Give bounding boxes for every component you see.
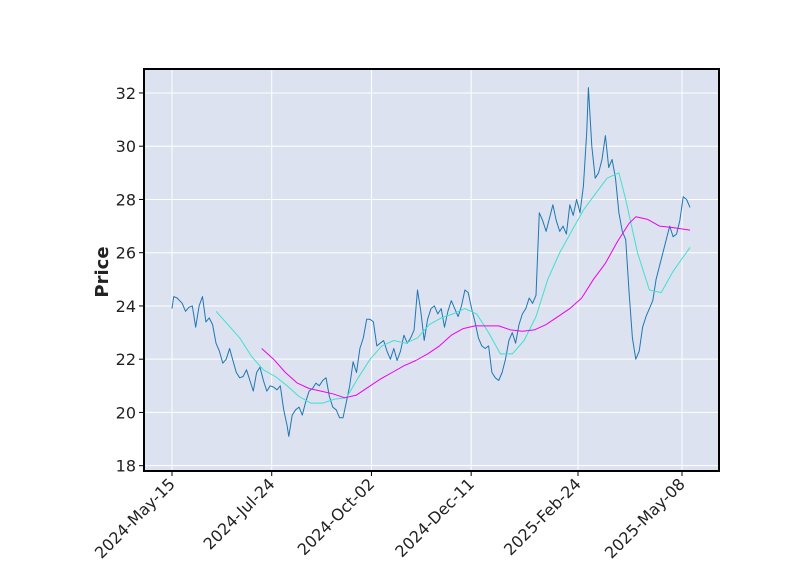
- y-tick-label: 26: [116, 244, 136, 263]
- plot-background: [144, 69, 719, 471]
- y-axis-ticks: 18 20 22 24 26 28 30 32: [116, 84, 144, 476]
- plot-frame: [143, 68, 720, 472]
- series-line-ma_long: [261, 216, 691, 399]
- series-line-ma_short: [215, 172, 691, 404]
- x-axis-ticks: 2024-May-15 2024-Jul-24 2024-Oct-02 2024-De…: [91, 471, 689, 562]
- series-line-close: [171, 87, 691, 437]
- series-lines: [171, 87, 691, 437]
- x-tick-label: 2025-May-08: [601, 474, 689, 562]
- x-tick-label: 2024-May-15: [91, 474, 179, 562]
- y-tick-label: 18: [116, 457, 136, 476]
- y-tick-label: 20: [116, 403, 136, 422]
- x-tick-label: 2024-Oct-02: [294, 474, 379, 559]
- x-tick-label: 2024-Jul-24: [199, 474, 278, 553]
- x-tick-label: 2025-Feb-24: [500, 474, 585, 559]
- grid: [144, 69, 719, 471]
- y-tick-label: 28: [116, 190, 136, 209]
- y-tick-label: 24: [116, 297, 136, 316]
- y-axis-label: Price: [92, 246, 113, 297]
- y-tick-label: 22: [116, 350, 136, 369]
- y-tick-label: 32: [116, 84, 136, 103]
- y-tick-label: 30: [116, 137, 136, 156]
- x-tick-label: 2024-Dec-11: [391, 474, 478, 561]
